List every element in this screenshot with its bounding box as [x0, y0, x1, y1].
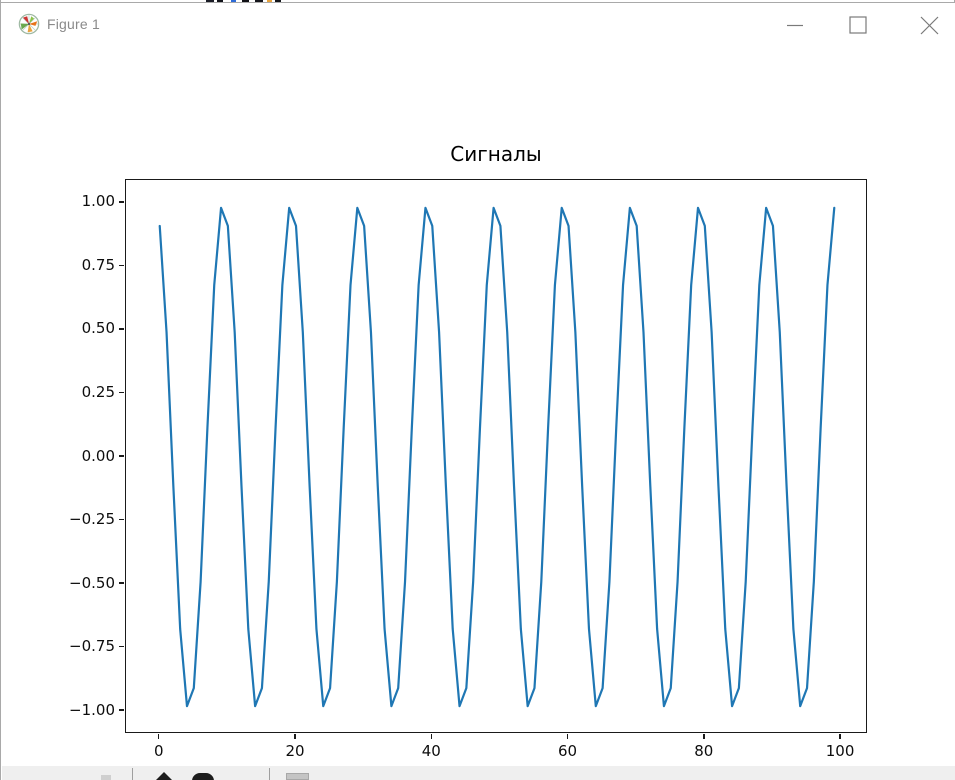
y-tick-mark — [119, 518, 124, 521]
configure-subplots-icon[interactable] — [286, 773, 309, 780]
y-tick-mark — [119, 201, 124, 203]
x-tick-mark — [294, 734, 296, 739]
forward-icon[interactable] — [101, 775, 111, 780]
minimize-button[interactable] — [773, 3, 817, 47]
x-tick-label: 40 — [421, 742, 441, 760]
y-tick-label: −0.75 — [69, 637, 115, 656]
close-button[interactable] — [907, 3, 951, 47]
y-tick-mark — [119, 328, 124, 330]
y-tick-mark — [119, 582, 124, 584]
y-tick-mark — [119, 391, 124, 394]
plot-axes — [125, 179, 867, 733]
maximize-button[interactable] — [836, 3, 880, 47]
y-tick-mark — [119, 645, 124, 648]
matplotlib-logo-icon — [18, 13, 40, 35]
signal-line — [158, 206, 836, 708]
pan-icon[interactable] — [156, 772, 172, 780]
navigation-toolbar[interactable] — [2, 766, 955, 780]
toolbar-divider — [269, 768, 270, 780]
window-top-border — [1, 2, 955, 3]
minimize-icon — [787, 24, 803, 27]
x-tick-mark — [566, 734, 569, 739]
x-tick-label: 20 — [285, 742, 305, 760]
x-tick-label: 60 — [557, 742, 578, 760]
window-titlebar[interactable]: Figure 1 — [2, 3, 955, 47]
zoom-to-rect-icon[interactable] — [192, 773, 214, 780]
y-tick-mark — [119, 455, 124, 457]
x-tick-label: 0 — [153, 742, 164, 760]
x-tick-label: 100 — [825, 742, 855, 760]
y-tick-mark — [119, 264, 124, 267]
window-title: Figure 1 — [47, 16, 100, 32]
y-tick-label: 1.00 — [81, 192, 115, 211]
close-icon — [920, 16, 938, 34]
figure-canvas[interactable]: Сигналы 0 20 40 60 80 100 1.00 0.75 0.50 0.25 0.00… — [2, 47, 955, 766]
x-tick-label: 80 — [694, 742, 714, 760]
y-tick-label: −1.00 — [69, 700, 115, 719]
chart-title: Сигналы — [450, 142, 542, 166]
x-tick-mark — [703, 734, 705, 739]
background-window-sliver — [201, 0, 291, 4]
y-tick-mark — [119, 709, 124, 711]
y-tick-label: −0.25 — [69, 510, 115, 529]
x-tick-mark — [430, 734, 432, 739]
y-tick-label: 0.25 — [81, 382, 115, 401]
y-tick-label: 0.50 — [81, 319, 115, 338]
x-tick-mark — [839, 734, 841, 739]
y-tick-label: −0.50 — [69, 573, 115, 592]
toolbar-divider — [132, 768, 133, 780]
y-tick-label: 0.75 — [81, 255, 115, 274]
maximize-icon — [849, 16, 867, 34]
y-tick-label: 0.00 — [81, 446, 115, 465]
x-tick-mark — [158, 734, 160, 739]
